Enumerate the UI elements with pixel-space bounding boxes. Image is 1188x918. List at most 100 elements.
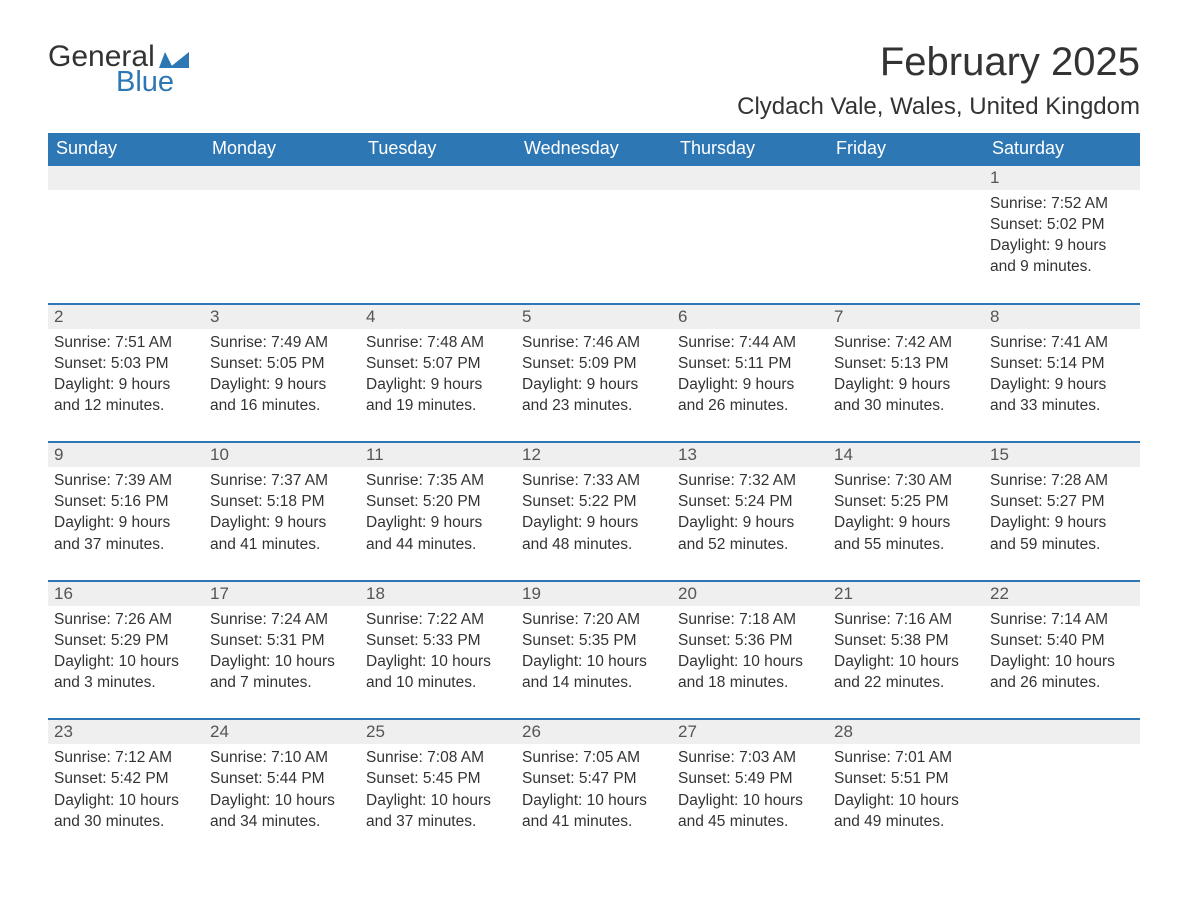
dl1-text: Daylight: 10 hours xyxy=(678,652,822,672)
sunrise-text: Sunrise: 7:01 AM xyxy=(834,748,978,768)
day-detail-cell: Sunrise: 7:35 AMSunset: 5:20 PMDaylight:… xyxy=(360,467,516,581)
day-detail-cell: Sunrise: 7:05 AMSunset: 5:47 PMDaylight:… xyxy=(516,744,672,857)
day-number-cell: 13 xyxy=(672,442,828,467)
sunset-text: Sunset: 5:14 PM xyxy=(990,354,1134,374)
sunset-text: Sunset: 5:29 PM xyxy=(54,631,198,651)
calendar-body: 1Sunrise: 7:52 AMSunset: 5:02 PMDaylight… xyxy=(48,165,1140,857)
day-detail-cell: Sunrise: 7:44 AMSunset: 5:11 PMDaylight:… xyxy=(672,329,828,443)
sunset-text: Sunset: 5:03 PM xyxy=(54,354,198,374)
dl2-text: and 23 minutes. xyxy=(522,396,666,416)
flag-icon xyxy=(159,46,189,68)
header-row: General Blue February 2025 Clydach Vale,… xyxy=(48,40,1140,121)
sunset-text: Sunset: 5:22 PM xyxy=(522,492,666,512)
dl1-text: Daylight: 9 hours xyxy=(990,513,1134,533)
sunrise-text: Sunrise: 7:10 AM xyxy=(210,748,354,768)
day-detail-cell: Sunrise: 7:26 AMSunset: 5:29 PMDaylight:… xyxy=(48,606,204,720)
day-detail-cell: Sunrise: 7:51 AMSunset: 5:03 PMDaylight:… xyxy=(48,329,204,443)
day-detail-cell: Sunrise: 7:24 AMSunset: 5:31 PMDaylight:… xyxy=(204,606,360,720)
dl2-text: and 37 minutes. xyxy=(366,812,510,832)
day-number-cell: 18 xyxy=(360,581,516,606)
sunrise-text: Sunrise: 7:35 AM xyxy=(366,471,510,491)
day-detail-cell: Sunrise: 7:10 AMSunset: 5:44 PMDaylight:… xyxy=(204,744,360,857)
dl2-text: and 52 minutes. xyxy=(678,535,822,555)
day-detail-row: Sunrise: 7:52 AMSunset: 5:02 PMDaylight:… xyxy=(48,190,1140,304)
day-detail-cell: Sunrise: 7:39 AMSunset: 5:16 PMDaylight:… xyxy=(48,467,204,581)
day-detail-cell xyxy=(516,190,672,304)
day-detail-cell: Sunrise: 7:41 AMSunset: 5:14 PMDaylight:… xyxy=(984,329,1140,443)
sunset-text: Sunset: 5:38 PM xyxy=(834,631,978,651)
dl1-text: Daylight: 10 hours xyxy=(522,652,666,672)
dl2-text: and 9 minutes. xyxy=(990,257,1134,277)
sunrise-text: Sunrise: 7:48 AM xyxy=(366,333,510,353)
dl2-text: and 12 minutes. xyxy=(54,396,198,416)
day-number-cell: 12 xyxy=(516,442,672,467)
sunrise-text: Sunrise: 7:49 AM xyxy=(210,333,354,353)
day-detail-cell: Sunrise: 7:01 AMSunset: 5:51 PMDaylight:… xyxy=(828,744,984,857)
day-detail-cell: Sunrise: 7:20 AMSunset: 5:35 PMDaylight:… xyxy=(516,606,672,720)
dl2-text: and 49 minutes. xyxy=(834,812,978,832)
sunrise-text: Sunrise: 7:18 AM xyxy=(678,610,822,630)
dl1-text: Daylight: 9 hours xyxy=(990,375,1134,395)
day-detail-cell xyxy=(828,190,984,304)
sunrise-text: Sunrise: 7:33 AM xyxy=(522,471,666,491)
day-number-cell: 9 xyxy=(48,442,204,467)
day-number-cell: 23 xyxy=(48,719,204,744)
day-number-cell: 6 xyxy=(672,304,828,329)
weekday-header: Sunday xyxy=(48,133,204,165)
day-detail-cell: Sunrise: 7:42 AMSunset: 5:13 PMDaylight:… xyxy=(828,329,984,443)
sunrise-text: Sunrise: 7:16 AM xyxy=(834,610,978,630)
day-detail-cell: Sunrise: 7:52 AMSunset: 5:02 PMDaylight:… xyxy=(984,190,1140,304)
day-number-row: 1 xyxy=(48,165,1140,190)
day-number-cell: 10 xyxy=(204,442,360,467)
dl1-text: Daylight: 9 hours xyxy=(678,375,822,395)
weekday-header: Saturday xyxy=(984,133,1140,165)
dl1-text: Daylight: 9 hours xyxy=(990,236,1134,256)
day-detail-cell xyxy=(360,190,516,304)
day-detail-cell: Sunrise: 7:48 AMSunset: 5:07 PMDaylight:… xyxy=(360,329,516,443)
sunrise-text: Sunrise: 7:26 AM xyxy=(54,610,198,630)
logo: General Blue xyxy=(48,40,189,99)
dl1-text: Daylight: 10 hours xyxy=(834,791,978,811)
dl1-text: Daylight: 10 hours xyxy=(990,652,1134,672)
weekday-header: Monday xyxy=(204,133,360,165)
dl1-text: Daylight: 9 hours xyxy=(54,375,198,395)
logo-word2: Blue xyxy=(116,66,174,99)
sunset-text: Sunset: 5:40 PM xyxy=(990,631,1134,651)
day-number-row: 2345678 xyxy=(48,304,1140,329)
dl1-text: Daylight: 9 hours xyxy=(54,513,198,533)
day-number-row: 232425262728 xyxy=(48,719,1140,744)
sunset-text: Sunset: 5:02 PM xyxy=(990,215,1134,235)
dl1-text: Daylight: 9 hours xyxy=(210,513,354,533)
dl2-text: and 44 minutes. xyxy=(366,535,510,555)
day-number-cell: 27 xyxy=(672,719,828,744)
sunset-text: Sunset: 5:45 PM xyxy=(366,769,510,789)
dl2-text: and 3 minutes. xyxy=(54,673,198,693)
day-number-cell: 8 xyxy=(984,304,1140,329)
weekday-header-row: SundayMondayTuesdayWednesdayThursdayFrid… xyxy=(48,133,1140,165)
dl2-text: and 26 minutes. xyxy=(678,396,822,416)
day-number-cell: 5 xyxy=(516,304,672,329)
day-detail-cell: Sunrise: 7:18 AMSunset: 5:36 PMDaylight:… xyxy=(672,606,828,720)
dl1-text: Daylight: 9 hours xyxy=(522,513,666,533)
weekday-header: Tuesday xyxy=(360,133,516,165)
sunset-text: Sunset: 5:31 PM xyxy=(210,631,354,651)
weekday-header: Friday xyxy=(828,133,984,165)
dl1-text: Daylight: 9 hours xyxy=(834,513,978,533)
dl2-text: and 45 minutes. xyxy=(678,812,822,832)
dl1-text: Daylight: 10 hours xyxy=(54,652,198,672)
sunset-text: Sunset: 5:51 PM xyxy=(834,769,978,789)
day-number-cell: 24 xyxy=(204,719,360,744)
dl1-text: Daylight: 9 hours xyxy=(834,375,978,395)
day-number-cell xyxy=(204,165,360,190)
dl1-text: Daylight: 10 hours xyxy=(54,791,198,811)
sunrise-text: Sunrise: 7:22 AM xyxy=(366,610,510,630)
sunset-text: Sunset: 5:18 PM xyxy=(210,492,354,512)
day-detail-row: Sunrise: 7:51 AMSunset: 5:03 PMDaylight:… xyxy=(48,329,1140,443)
sunrise-text: Sunrise: 7:24 AM xyxy=(210,610,354,630)
day-number-cell: 11 xyxy=(360,442,516,467)
day-number-cell xyxy=(672,165,828,190)
sunset-text: Sunset: 5:20 PM xyxy=(366,492,510,512)
dl2-text: and 7 minutes. xyxy=(210,673,354,693)
sunrise-text: Sunrise: 7:30 AM xyxy=(834,471,978,491)
sunrise-text: Sunrise: 7:03 AM xyxy=(678,748,822,768)
